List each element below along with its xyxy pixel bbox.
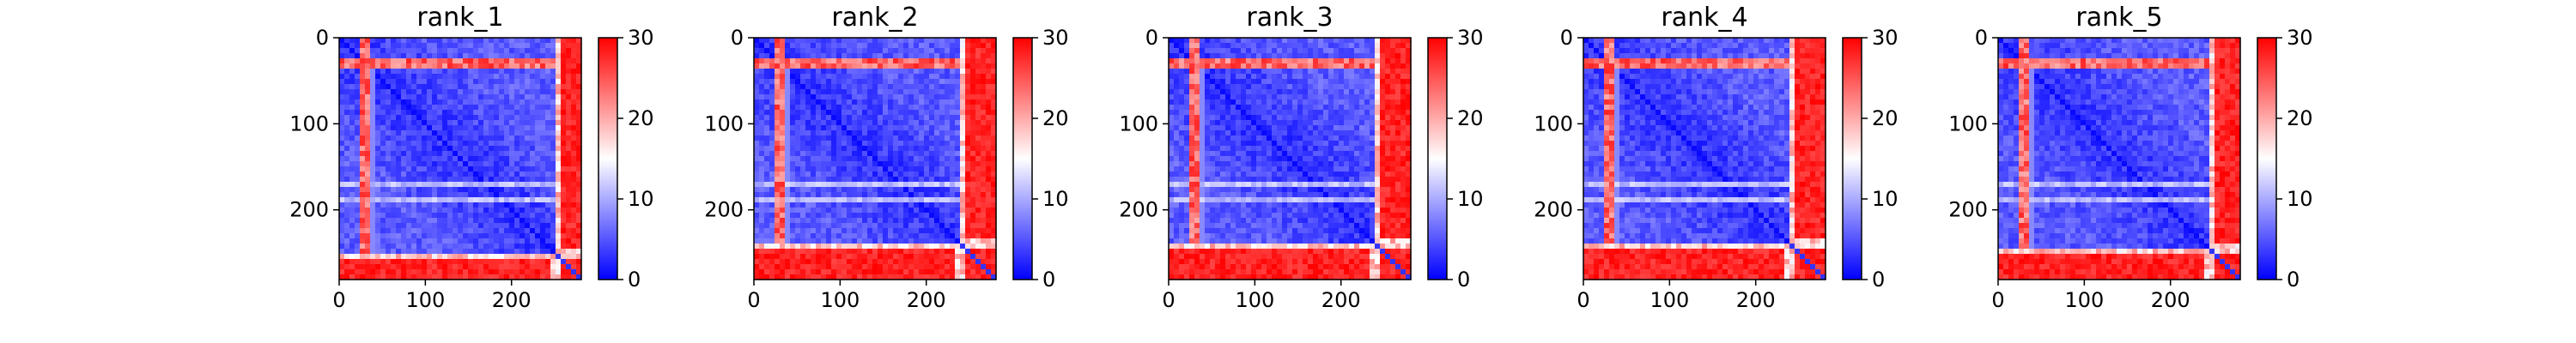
x-tick-label: 100 (1235, 288, 1274, 312)
panel-title: rank_4 (1661, 3, 1747, 33)
y-tick-label: 100 (704, 111, 744, 135)
axes-frame (338, 37, 582, 280)
x-tick-label: 100 (1649, 288, 1689, 312)
panel-1: rank_1 0 100 200 0 100 200 0 10 20 30 (289, 3, 653, 312)
x-tick-label: 200 (1736, 288, 1776, 312)
colorbar-tick-label: 10 (1042, 187, 1069, 211)
panel-4: rank_4 0 100 200 0 100 200 0 10 20 30 (1534, 3, 1898, 312)
panel-title: rank_1 (416, 3, 503, 33)
x-tick-label: 100 (2064, 288, 2104, 312)
x-tick-label: 0 (1577, 288, 1589, 312)
x-tick-label: 200 (907, 288, 946, 312)
colorbar-tick-label: 0 (1042, 268, 1055, 292)
heatmap (339, 38, 582, 280)
y-tick-label: 100 (289, 111, 329, 135)
axes-frame (753, 37, 997, 280)
colorbar (1012, 37, 1033, 280)
colorbar-tick-label: 20 (2287, 106, 2313, 130)
axes-frame (1997, 37, 2241, 280)
heatmap (1583, 38, 1826, 280)
heatmap (754, 38, 997, 280)
y-tick-label: 0 (316, 26, 329, 50)
panel-2: rank_2 0 100 200 0 100 200 0 10 20 30 (704, 3, 1068, 312)
colorbar-tick-label: 0 (1872, 268, 1885, 292)
colorbar-tick-label: 30 (1872, 26, 1899, 50)
colorbar (1842, 37, 1862, 280)
colorbar-tick-label: 20 (1457, 106, 1484, 130)
heatmap (1169, 38, 1412, 280)
colorbar-tick-label: 30 (1042, 26, 1069, 50)
y-tick-label: 0 (1145, 26, 1158, 50)
x-tick-label: 0 (1162, 288, 1175, 312)
x-tick-label: 100 (405, 288, 445, 312)
colorbar-tick-label: 30 (1457, 26, 1484, 50)
y-tick-label: 200 (1948, 198, 1988, 222)
colorbar (1427, 37, 1448, 280)
y-tick-label: 200 (1534, 198, 1573, 222)
colorbar-tick-label: 20 (1872, 106, 1899, 130)
y-tick-label: 100 (1534, 111, 1573, 135)
colorbar-tick-label: 10 (1457, 187, 1484, 211)
panel-title: rank_5 (2075, 3, 2162, 33)
x-tick-label: 200 (2151, 288, 2190, 312)
y-tick-label: 200 (1119, 198, 1158, 222)
panel-title: rank_3 (1246, 3, 1333, 33)
axes-frame (1583, 37, 1826, 280)
colorbar-tick-label: 0 (628, 268, 641, 292)
colorbar-tick-label: 0 (2287, 268, 2300, 292)
colorbar-tick-label: 20 (628, 106, 654, 130)
panel-title: rank_2 (831, 3, 918, 33)
y-tick-label: 100 (1948, 111, 1988, 135)
y-tick-label: 200 (704, 198, 744, 222)
x-tick-label: 200 (1321, 288, 1361, 312)
colorbar-tick-label: 30 (2287, 26, 2313, 50)
x-tick-label: 0 (1991, 288, 2004, 312)
panel-3: rank_3 0 100 200 0 100 200 0 10 20 30 (1119, 3, 1483, 312)
x-tick-label: 200 (492, 288, 532, 312)
colorbar (598, 37, 618, 280)
colorbar-tick-label: 0 (1457, 268, 1470, 292)
colorbar-tick-label: 10 (1872, 187, 1899, 211)
heatmap (1998, 38, 2241, 280)
x-tick-label: 0 (332, 288, 345, 312)
colorbar-tick-label: 30 (628, 26, 654, 50)
y-tick-label: 0 (731, 26, 744, 50)
y-tick-label: 200 (289, 198, 329, 222)
colorbar-tick-label: 10 (628, 187, 654, 211)
panel-5: rank_5 0 100 200 0 100 200 0 10 20 30 (1948, 3, 2312, 312)
axes-frame (1168, 37, 1412, 280)
y-tick-label: 0 (1975, 26, 1988, 50)
y-tick-label: 0 (1560, 26, 1573, 50)
y-tick-label: 100 (1119, 111, 1158, 135)
colorbar-tick-label: 20 (1042, 106, 1069, 130)
colorbar (2257, 37, 2277, 280)
x-tick-label: 0 (747, 288, 760, 312)
colorbar-tick-label: 10 (2287, 187, 2313, 211)
x-tick-label: 100 (820, 288, 860, 312)
